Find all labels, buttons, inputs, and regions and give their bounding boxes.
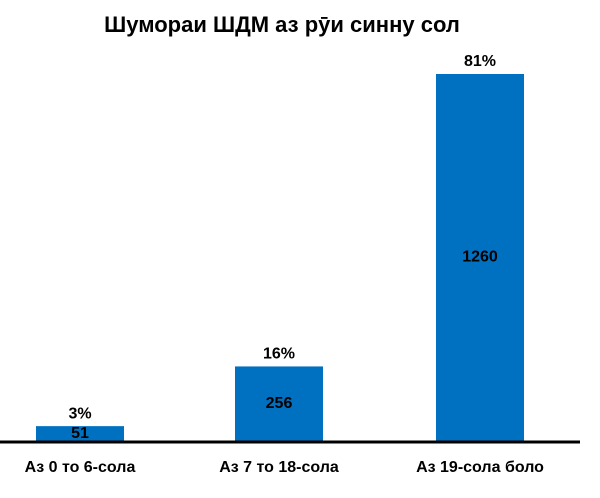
share-label: 3% — [68, 405, 91, 422]
x-tick-label: Аз 0 то 6-сола — [25, 459, 136, 476]
x-tick-label: Аз 7 то 18-сола — [219, 459, 339, 476]
bar — [436, 74, 524, 441]
bar — [36, 426, 124, 441]
value-label: 256 — [266, 395, 293, 412]
bar — [235, 366, 323, 441]
share-label: 16% — [263, 346, 295, 363]
share-label: 81% — [464, 53, 496, 70]
x-tick-label: Аз 19-сола боло — [416, 459, 544, 476]
value-label: 1260 — [462, 249, 498, 266]
chart-title: Шумораи ШДМ аз рӯи синну сол — [104, 12, 460, 37]
value-label: 51 — [71, 425, 89, 442]
